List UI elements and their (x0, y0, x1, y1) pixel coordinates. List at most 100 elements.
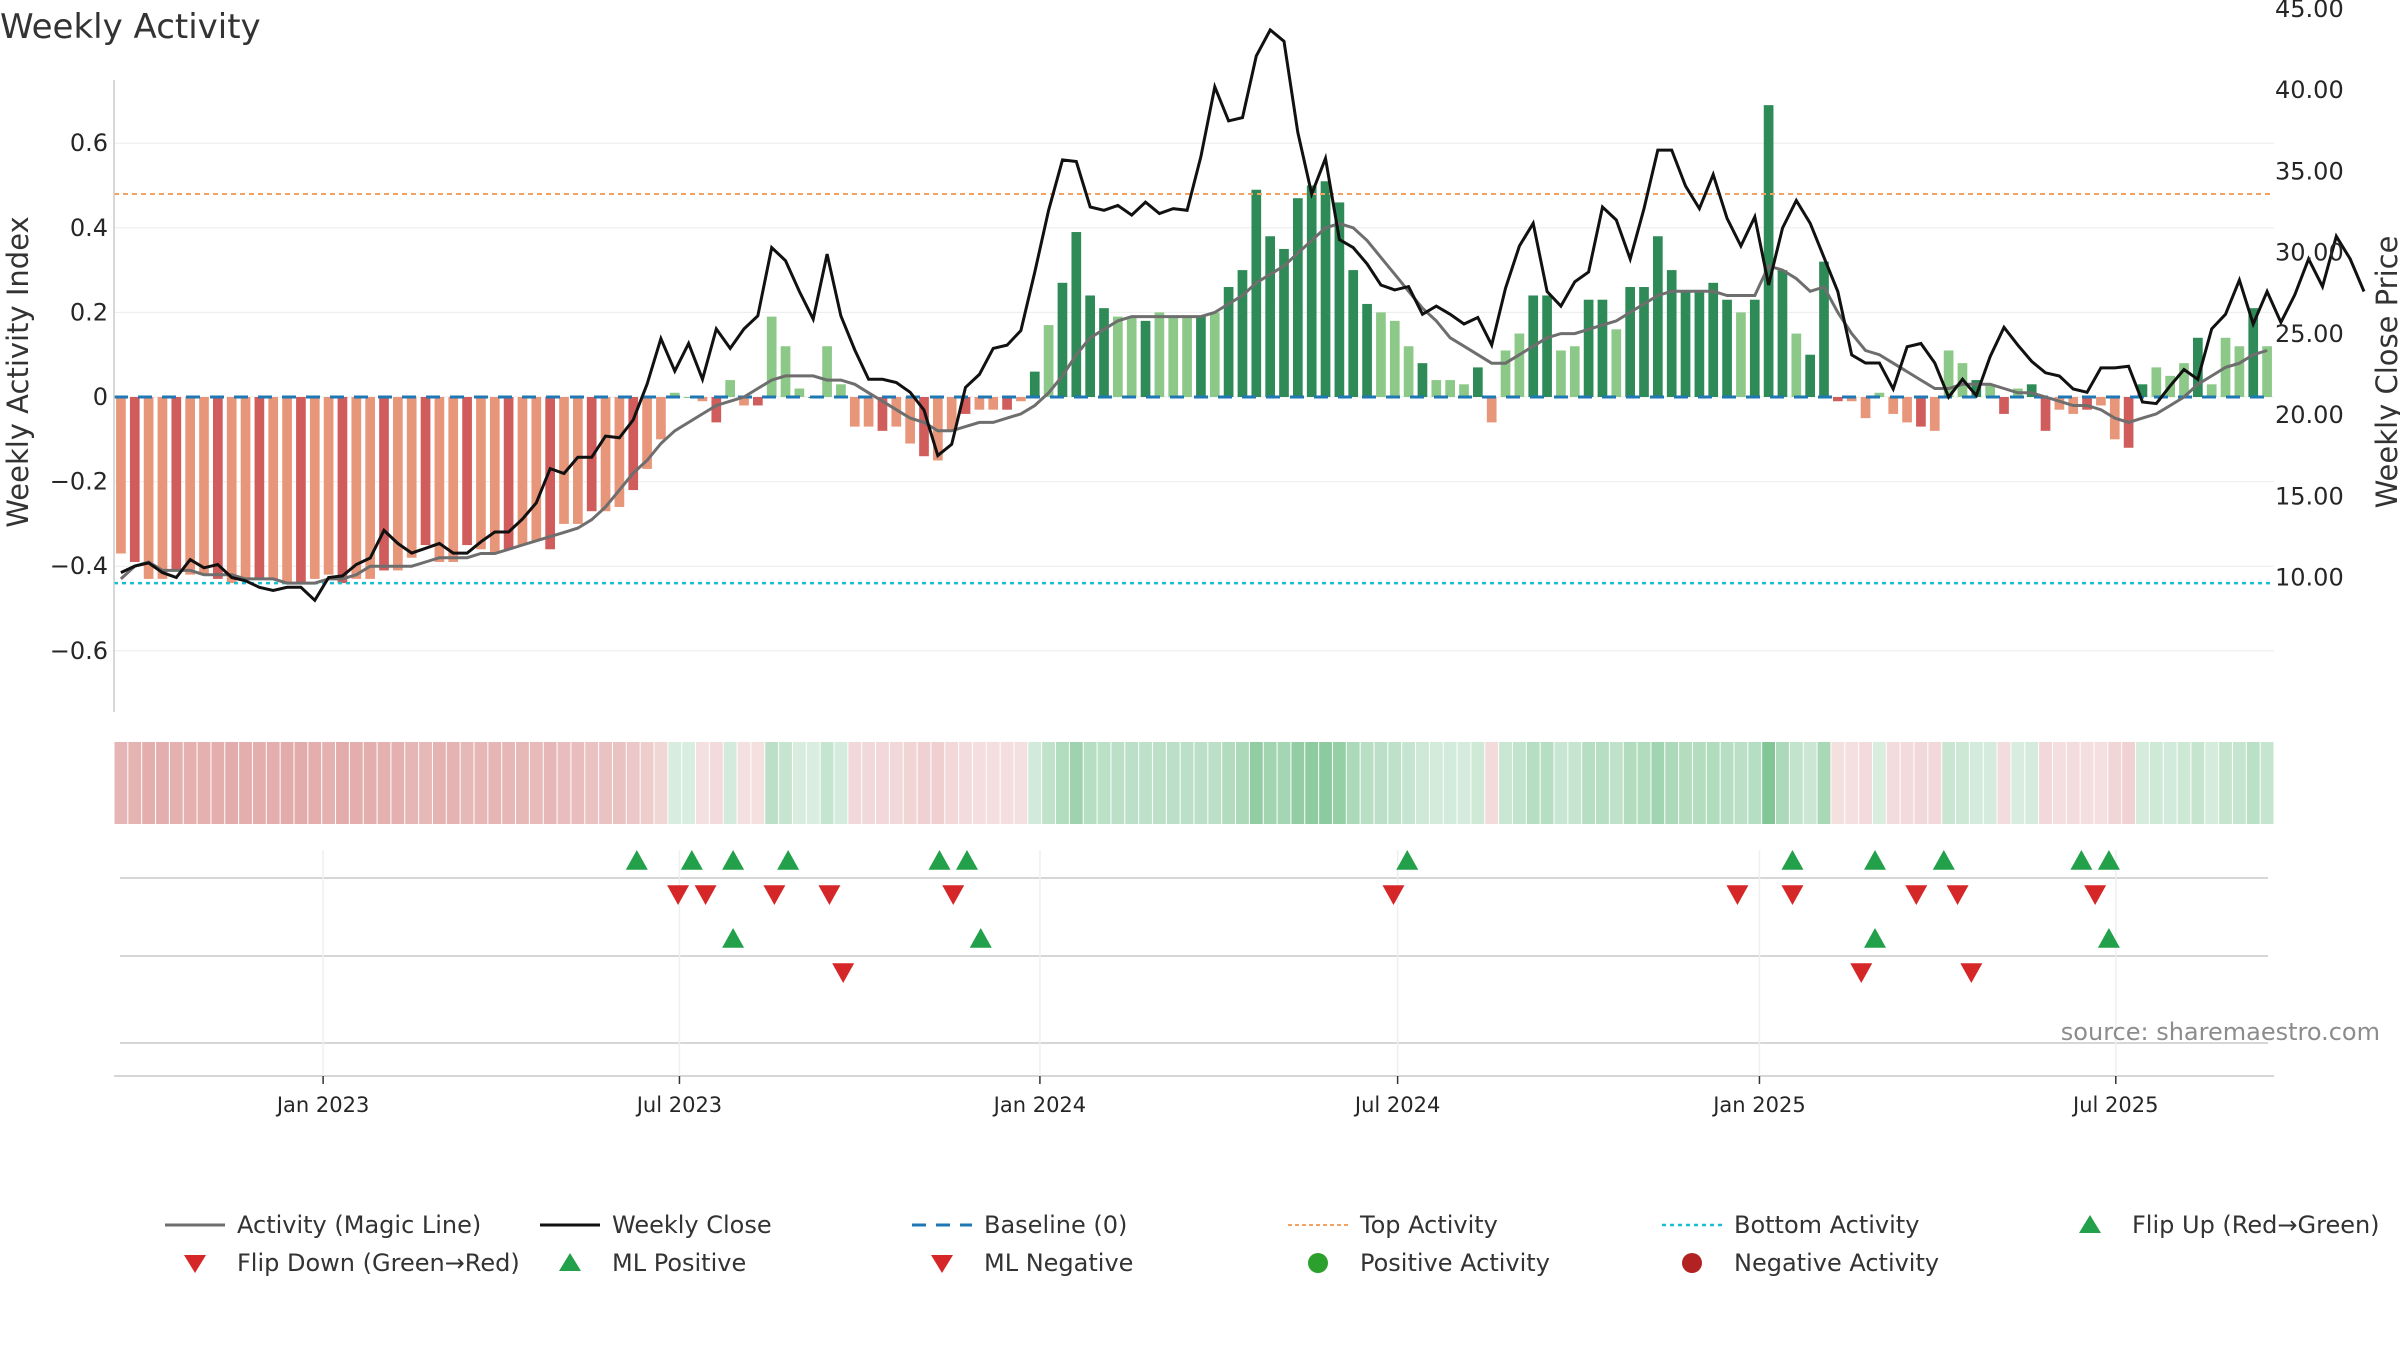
flip-markers (114, 850, 2274, 1077)
heat-cell-104 (1554, 742, 1568, 824)
y-right-tick-label: 40.00 (2275, 76, 2344, 104)
heat-cell-5 (183, 742, 197, 824)
activity-bar-4 (171, 397, 182, 571)
heat-cell-27 (488, 742, 502, 824)
activity-bar-143 (2096, 397, 2106, 406)
activity-bar-30 (531, 397, 542, 541)
magic-line-series (119, 222, 2268, 585)
flip-up-marker (1932, 850, 1955, 870)
heat-cell-63 (986, 742, 1000, 824)
heat-cell-124 (1831, 742, 1845, 824)
activity-bar-9 (240, 397, 251, 579)
flip-down-marker (1781, 885, 1804, 905)
heat-cell-140 (2052, 742, 2066, 824)
heat-cell-154 (2246, 742, 2260, 824)
activity-bar-127 (1874, 392, 1885, 397)
y-left-tick-label: −0.2 (50, 468, 108, 496)
activity-bar-26 (476, 397, 486, 550)
heat-cell-74 (1139, 742, 1152, 824)
heat-cell-65 (1014, 742, 1028, 824)
heat-cell-95 (1429, 742, 1443, 824)
activity-bar-139 (2040, 397, 2051, 431)
legend-item-positive-activity-swatch (1308, 1253, 1328, 1273)
heat-cell-22 (419, 742, 432, 824)
activity-bar-109 (1625, 287, 1635, 397)
heat-cell-108 (1609, 742, 1623, 824)
activity-bar-151 (2206, 384, 2217, 397)
y-right-tick-label: 25.00 (2275, 320, 2344, 348)
activity-bar-29 (517, 397, 528, 546)
flip-up-marker (1781, 850, 1804, 870)
heat-cell-15 (322, 742, 336, 824)
activity-bar-123 (1819, 261, 1829, 397)
activity-bar-19 (379, 397, 389, 571)
heat-cell-54 (862, 742, 876, 824)
heat-cell-110 (1637, 742, 1651, 824)
legend-item-negative-activity-label: Negative Activity (1734, 1249, 1939, 1277)
flip-up-marker (928, 850, 951, 870)
legend-item-bottom-activity-label: Bottom Activity (1734, 1211, 1919, 1239)
y-right-tick-label: 45.00 (2275, 0, 2344, 23)
heat-cell-53 (848, 742, 862, 824)
heat-cell-49 (792, 742, 806, 824)
activity-bar-93 (1403, 346, 1414, 397)
activity-bar-135 (1985, 384, 1995, 397)
activity-bar-114 (1694, 291, 1705, 397)
activity-bar-34 (586, 397, 597, 512)
activity-bar-77 (1182, 316, 1192, 397)
x-axis-ticks: Jan 2023 Jul 2023 Jan 2024 Jul 2024 Jan 2025… (275, 1076, 2159, 1117)
activity-bar-5 (185, 397, 195, 575)
heat-cell-90 (1360, 742, 1374, 824)
heat-cell-152 (2219, 742, 2232, 824)
activity-bar-38 (642, 397, 652, 469)
activity-bar-3 (157, 397, 168, 579)
heat-cell-67 (1042, 742, 1056, 824)
heat-cell-30 (529, 742, 543, 824)
heat-cell-11 (266, 742, 280, 824)
legend-item-negative-activity-swatch (1682, 1253, 1702, 1273)
activity-bar-53 (849, 397, 860, 427)
heat-cell-13 (294, 742, 308, 824)
heat-cell-126 (1859, 742, 1872, 824)
activity-bar-83 (1265, 236, 1275, 397)
heat-cell-127 (1872, 742, 1886, 824)
heat-cell-97 (1457, 742, 1471, 824)
heat-cell-87 (1319, 742, 1332, 824)
activity-bar-55 (877, 397, 888, 431)
heat-cell-85 (1291, 742, 1305, 824)
heat-cell-2 (142, 742, 156, 824)
activity-bar-62 (974, 397, 985, 410)
activity-bar-95 (1431, 380, 1442, 397)
activity-bar-1 (129, 397, 140, 562)
heat-cell-148 (2163, 742, 2177, 824)
activity-bar-134 (1971, 380, 1982, 397)
activity-bar-37 (628, 397, 639, 491)
activity-bar-90 (1362, 303, 1372, 397)
activity-bar-66 (1029, 371, 1040, 397)
heat-cell-151 (2205, 742, 2219, 824)
activity-bar-87 (1320, 181, 1331, 397)
heat-cell-141 (2066, 742, 2080, 824)
y-left-tick-label: 0.4 (70, 214, 108, 242)
heat-cell-144 (2108, 742, 2122, 824)
heat-cell-3 (156, 742, 169, 824)
heat-cell-96 (1443, 742, 1457, 824)
activity-bar-13 (296, 397, 306, 584)
activity-bar-131 (1929, 397, 1940, 431)
flip-down-marker (1726, 885, 1749, 905)
activity-bar-155 (2262, 346, 2272, 397)
activity-bar-23 (434, 397, 445, 562)
activity-bar-79 (1209, 312, 1220, 397)
activity-bar-40 (669, 392, 680, 397)
heat-cell-107 (1596, 742, 1609, 824)
heat-cell-75 (1152, 742, 1166, 824)
activity-bar-124 (1833, 397, 1843, 402)
heat-cell-94 (1416, 742, 1429, 824)
activity-bar-52 (836, 384, 846, 397)
heat-cell-56 (889, 742, 903, 824)
heat-cell-43 (709, 742, 723, 824)
heat-cell-9 (239, 742, 252, 824)
heat-cell-102 (1526, 742, 1540, 824)
activity-bar-88 (1334, 202, 1345, 397)
